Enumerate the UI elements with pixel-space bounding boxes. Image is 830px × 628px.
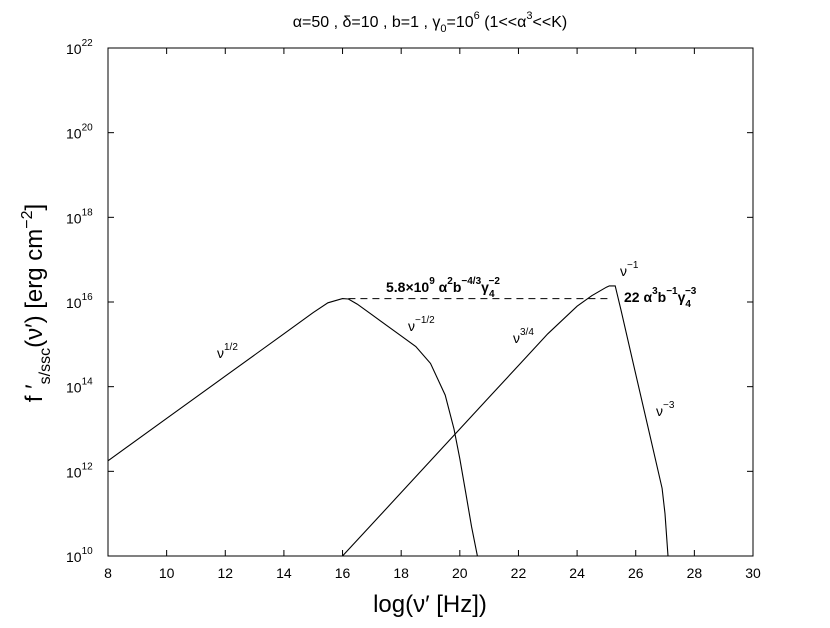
x-tick-label: 8 <box>104 565 112 581</box>
x-axis-label: log(ν′ [Hz]) <box>373 591 487 618</box>
x-tick-label: 22 <box>511 565 527 581</box>
annotation-nu-minus-half: ν−1/2 <box>408 315 435 334</box>
y-tick-label: 1014 <box>66 377 93 396</box>
annotation-nu-three-quarter: ν3/4 <box>513 327 534 346</box>
annotation-nu-minus-one: ν−1 <box>620 260 639 279</box>
annotation-nu-half: ν1/2 <box>217 342 238 361</box>
y-tick-label: 1022 <box>66 38 93 57</box>
y-tick-label: 1020 <box>66 123 93 142</box>
y-tick-label: 1012 <box>66 461 93 480</box>
series-line-1 <box>107 298 478 557</box>
x-tick-label: 10 <box>159 565 175 581</box>
series-line-2 <box>342 285 669 557</box>
y-tick-label: 1010 <box>66 546 93 565</box>
y-tick-label: 1018 <box>66 207 93 226</box>
x-tick-label: 18 <box>393 565 409 581</box>
annotation-nu-minus-three: ν−3 <box>656 400 675 419</box>
annotation-ssc-peak: 22 α3b−1γ4−3 <box>624 286 697 310</box>
y-tick-label: 1016 <box>66 292 93 311</box>
y-axis-label: f ′s/ssc(ν′) [erg cm−2] <box>19 204 54 402</box>
x-tick-label: 26 <box>628 565 644 581</box>
x-tick-label: 16 <box>335 565 351 581</box>
x-tick-label: 20 <box>452 565 468 581</box>
plot-frame <box>107 47 754 557</box>
x-tick-label: 30 <box>745 565 761 581</box>
annotation-synchrotron-peak: 5.8×109 α2b−4/3γ4−2 <box>386 276 500 300</box>
x-tick-label: 12 <box>217 565 233 581</box>
x-tick-label: 28 <box>687 565 703 581</box>
x-tick-label: 14 <box>276 565 292 581</box>
chart-title: α=50 , δ=10 , b=1 , γ0=106 (1<<α3<<K) <box>293 10 567 35</box>
x-tick-label: 24 <box>569 565 585 581</box>
